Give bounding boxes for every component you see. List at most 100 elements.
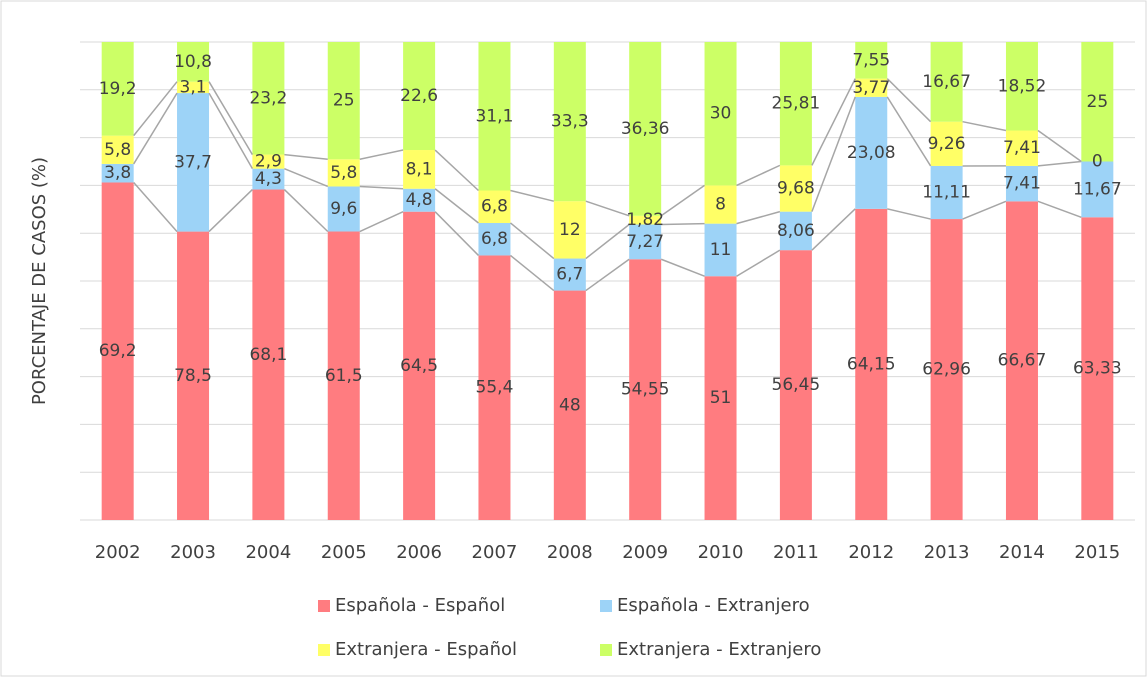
bar-segment xyxy=(704,276,737,520)
bar-segment xyxy=(779,42,812,166)
value-label: 62,96 xyxy=(922,360,971,380)
x-tick-label: 2005 xyxy=(321,542,367,563)
bar-segment xyxy=(327,42,360,160)
series-line xyxy=(811,78,856,166)
x-tick-label: 2002 xyxy=(95,542,141,563)
bar-segment xyxy=(478,42,511,191)
bar-segment xyxy=(930,165,963,220)
bar-segment xyxy=(704,185,737,224)
value-label: 9,6 xyxy=(330,199,357,219)
bar-segment xyxy=(1005,42,1038,131)
bar-segment xyxy=(101,182,134,521)
legend-label: Española - Español xyxy=(335,595,505,616)
value-label: 11,67 xyxy=(1073,179,1122,199)
bar-segment xyxy=(403,150,436,189)
bar-segment xyxy=(327,231,360,520)
value-label: 5,8 xyxy=(104,140,131,160)
bar-segment xyxy=(930,121,963,166)
bar-segment xyxy=(629,259,662,520)
bar-segment xyxy=(403,211,436,520)
value-label: 7,41 xyxy=(1003,138,1041,158)
bar-segment xyxy=(930,219,963,520)
value-label: 7,27 xyxy=(626,232,664,252)
x-tick-label: 2015 xyxy=(1074,542,1120,563)
series-line xyxy=(283,188,329,233)
series-line xyxy=(434,149,479,192)
x-tick-label: 2011 xyxy=(773,542,819,563)
series-line xyxy=(962,200,1007,220)
bar-segment xyxy=(252,189,285,520)
value-label: 1,82 xyxy=(626,210,664,230)
series-line xyxy=(510,189,555,202)
value-label: 8,1 xyxy=(406,159,433,179)
value-label: 0 xyxy=(1092,152,1103,172)
value-label: 18,52 xyxy=(998,76,1047,96)
bar-segment xyxy=(553,42,586,202)
legend-swatch xyxy=(600,600,612,612)
legend-swatch xyxy=(318,644,330,656)
series-line xyxy=(359,185,404,190)
y-axis-label: PORCENTAJE DE CASOS (%) xyxy=(29,157,50,405)
bar-segment xyxy=(930,42,963,122)
bar-segment xyxy=(101,42,134,136)
value-label: 9,68 xyxy=(777,179,815,199)
legend-label: Española - Extranjero xyxy=(617,595,810,616)
value-label: 56,45 xyxy=(772,375,821,395)
series-line xyxy=(660,258,705,277)
bar-segment xyxy=(1005,165,1038,202)
value-label: 78,5 xyxy=(174,366,212,386)
series-line xyxy=(660,184,705,217)
series-line xyxy=(284,153,328,161)
series-line xyxy=(434,188,479,224)
series-line xyxy=(208,92,254,170)
value-label: 23,2 xyxy=(249,88,287,108)
value-label: 37,7 xyxy=(174,152,212,172)
bar-segment xyxy=(704,42,737,186)
value-label: 4,3 xyxy=(255,169,282,189)
bar-segment xyxy=(327,159,360,187)
value-label: 5,8 xyxy=(330,163,357,183)
series-line xyxy=(133,81,178,137)
value-label: 2,9 xyxy=(255,152,282,172)
value-label: 25,81 xyxy=(772,94,821,114)
legend-label: Extranjera - Español xyxy=(335,639,517,660)
value-label: 11 xyxy=(710,240,732,260)
series-line xyxy=(509,222,555,260)
bar-segment xyxy=(553,290,586,520)
series-line xyxy=(1037,160,1082,167)
bar-segment xyxy=(1005,130,1038,166)
value-label: 31,1 xyxy=(476,106,514,126)
x-tick-label: 2014 xyxy=(999,542,1045,563)
value-label: 7,41 xyxy=(1003,174,1041,194)
value-label: 64,5 xyxy=(400,356,438,376)
series-line xyxy=(962,120,1007,132)
series-line xyxy=(886,96,932,167)
value-label: 6,8 xyxy=(481,197,508,217)
value-label: 64,15 xyxy=(847,354,896,374)
bar-segment xyxy=(101,163,134,183)
bar-segment xyxy=(629,224,662,260)
series-line xyxy=(736,249,781,277)
bar-segment xyxy=(478,222,511,256)
bar-segment xyxy=(252,154,285,169)
value-label: 66,67 xyxy=(998,351,1047,371)
series-line xyxy=(887,208,931,220)
series-line xyxy=(585,200,630,217)
value-label: 3,77 xyxy=(852,78,890,98)
series-line xyxy=(886,78,932,123)
bar-segment xyxy=(252,168,285,190)
value-label: 12 xyxy=(559,220,581,240)
bar-segment xyxy=(704,223,737,277)
value-label: 6,8 xyxy=(481,229,508,249)
legend-swatch xyxy=(600,644,612,656)
series-line xyxy=(736,210,781,225)
bar-segment xyxy=(327,186,360,232)
bar-segment xyxy=(779,211,812,251)
legend-label: Extranjera - Extranjero xyxy=(617,639,821,660)
value-label: 23,08 xyxy=(847,143,896,163)
value-label: 4,8 xyxy=(406,190,433,210)
value-label: 16,67 xyxy=(922,72,971,92)
series-line xyxy=(509,254,555,292)
series-line xyxy=(133,181,178,233)
x-tick-label: 2009 xyxy=(622,542,668,563)
